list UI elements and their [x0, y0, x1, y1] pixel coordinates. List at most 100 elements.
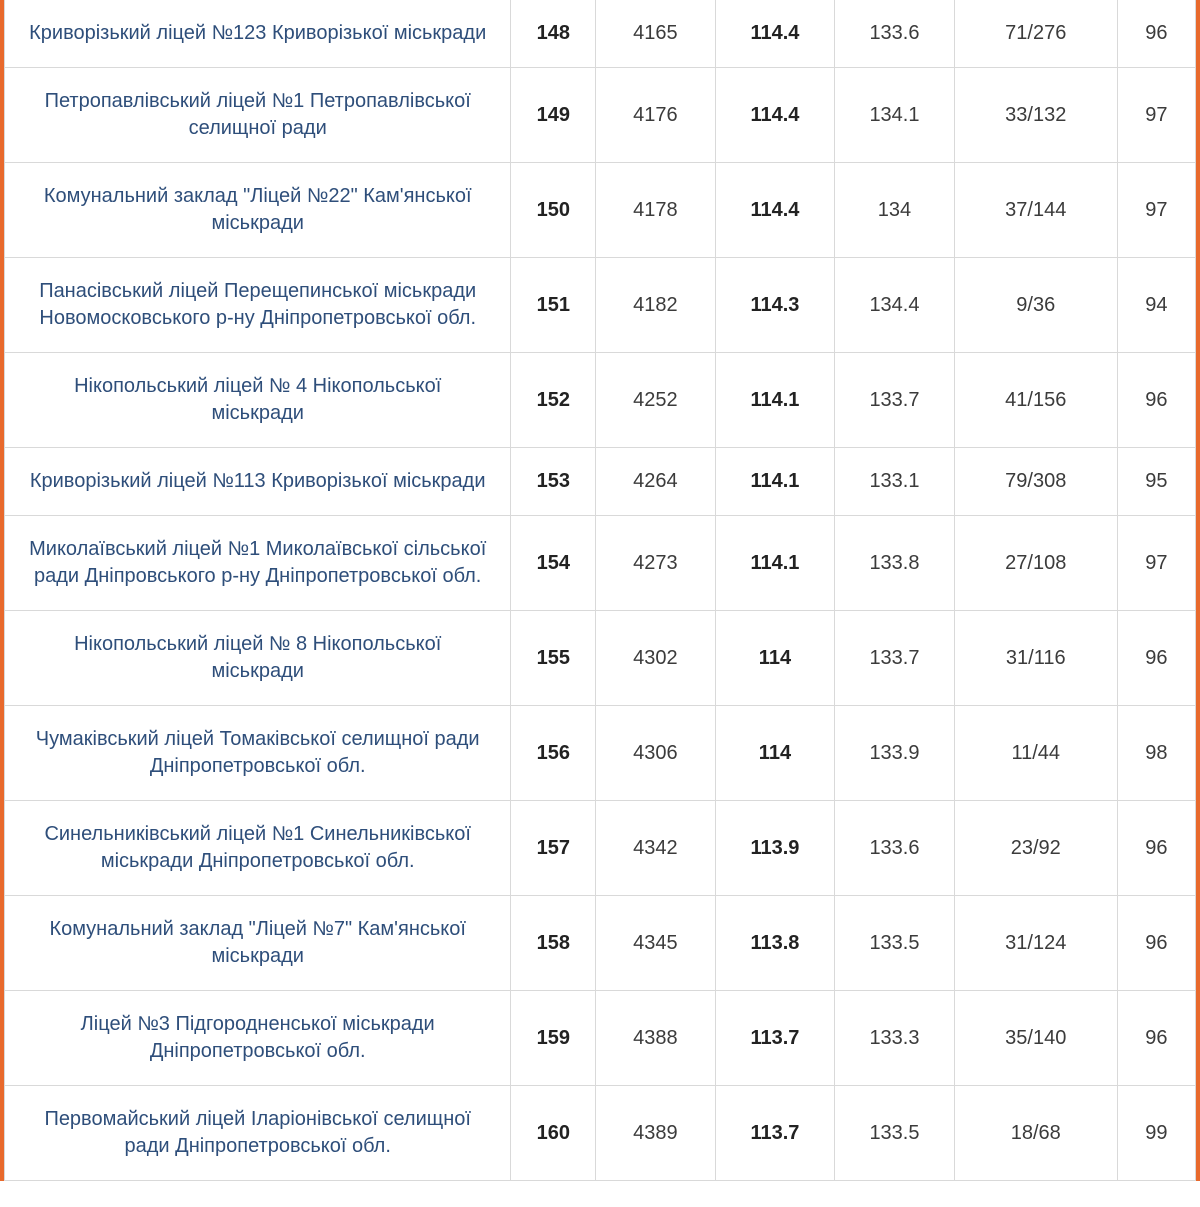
- value-cell-5: 133.7: [835, 611, 955, 706]
- value-cell-5: 133.3: [835, 991, 955, 1086]
- table-row: Миколаївський ліцей №1 Миколаївської сіл…: [5, 516, 1196, 611]
- score-cell: 114.1: [715, 353, 835, 448]
- ratio-cell: 41/156: [954, 353, 1117, 448]
- score-cell: 113.7: [715, 991, 835, 1086]
- school-name-cell: Комунальний заклад "Ліцей №7" Кам'янсько…: [5, 896, 511, 991]
- school-name-cell: Миколаївський ліцей №1 Миколаївської сіл…: [5, 516, 511, 611]
- ratio-cell: 35/140: [954, 991, 1117, 1086]
- table-row: Комунальний заклад "Ліцей №22" Кам'янськ…: [5, 163, 1196, 258]
- ratio-cell: 71/276: [954, 0, 1117, 68]
- school-name-cell: Криворізький ліцей №113 Криворізької міс…: [5, 448, 511, 516]
- value-cell-7: 99: [1117, 1086, 1195, 1181]
- ratio-cell: 11/44: [954, 706, 1117, 801]
- rank-cell: 152: [511, 353, 596, 448]
- rank-cell: 160: [511, 1086, 596, 1181]
- rank-cell: 158: [511, 896, 596, 991]
- ratio-cell: 9/36: [954, 258, 1117, 353]
- value-cell-5: 133.1: [835, 448, 955, 516]
- table-row: Панасівський ліцей Перещепинської міськр…: [5, 258, 1196, 353]
- school-name-cell: Комунальний заклад "Ліцей №22" Кам'янськ…: [5, 163, 511, 258]
- value-cell-7: 98: [1117, 706, 1195, 801]
- value-cell-7: 96: [1117, 611, 1195, 706]
- score-cell: 114.3: [715, 258, 835, 353]
- ratio-cell: 18/68: [954, 1086, 1117, 1181]
- value-cell-5: 133.5: [835, 896, 955, 991]
- score-cell: 113.8: [715, 896, 835, 991]
- score-cell: 113.9: [715, 801, 835, 896]
- rank-cell: 149: [511, 68, 596, 163]
- ratio-cell: 31/124: [954, 896, 1117, 991]
- school-name-cell: Нікопольський ліцей № 8 Нікопольської мі…: [5, 611, 511, 706]
- value-cell-7: 96: [1117, 896, 1195, 991]
- school-name-cell: Панасівський ліцей Перещепинської міськр…: [5, 258, 511, 353]
- rank-cell: 150: [511, 163, 596, 258]
- ranking-table-container: Криворізький ліцей №123 Криворізької міс…: [0, 0, 1200, 1181]
- rank-cell: 151: [511, 258, 596, 353]
- value-cell-5: 133.6: [835, 0, 955, 68]
- ratio-cell: 37/144: [954, 163, 1117, 258]
- school-name-cell: Нікопольський ліцей № 4 Нікопольської мі…: [5, 353, 511, 448]
- value-cell-3: 4345: [596, 896, 716, 991]
- ratio-cell: 23/92: [954, 801, 1117, 896]
- value-cell-7: 94: [1117, 258, 1195, 353]
- score-cell: 114.4: [715, 163, 835, 258]
- value-cell-3: 4252: [596, 353, 716, 448]
- value-cell-3: 4178: [596, 163, 716, 258]
- rank-cell: 154: [511, 516, 596, 611]
- school-name-cell: Чумаківський ліцей Томаківської селищної…: [5, 706, 511, 801]
- ratio-cell: 31/116: [954, 611, 1117, 706]
- value-cell-7: 96: [1117, 991, 1195, 1086]
- value-cell-3: 4273: [596, 516, 716, 611]
- score-cell: 113.7: [715, 1086, 835, 1181]
- score-cell: 114.4: [715, 0, 835, 68]
- value-cell-5: 134.1: [835, 68, 955, 163]
- value-cell-7: 96: [1117, 353, 1195, 448]
- ratio-cell: 27/108: [954, 516, 1117, 611]
- school-name-cell: Синельниківський ліцей №1 Синельниківськ…: [5, 801, 511, 896]
- table-row: Петропавлівський ліцей №1 Петропавлівськ…: [5, 68, 1196, 163]
- table-row: Ліцей №3 Підгородненської міськради Дніп…: [5, 991, 1196, 1086]
- value-cell-5: 134.4: [835, 258, 955, 353]
- value-cell-5: 133.9: [835, 706, 955, 801]
- value-cell-3: 4176: [596, 68, 716, 163]
- value-cell-3: 4388: [596, 991, 716, 1086]
- table-row: Синельниківський ліцей №1 Синельниківськ…: [5, 801, 1196, 896]
- score-cell: 114.4: [715, 68, 835, 163]
- value-cell-5: 133.6: [835, 801, 955, 896]
- table-row: Нікопольський ліцей № 8 Нікопольської мі…: [5, 611, 1196, 706]
- rank-cell: 155: [511, 611, 596, 706]
- rank-cell: 159: [511, 991, 596, 1086]
- school-name-cell: Первомайський ліцей Іларіонівської селищ…: [5, 1086, 511, 1181]
- value-cell-5: 133.5: [835, 1086, 955, 1181]
- rank-cell: 153: [511, 448, 596, 516]
- value-cell-7: 96: [1117, 0, 1195, 68]
- ratio-cell: 79/308: [954, 448, 1117, 516]
- table-row: Нікопольський ліцей № 4 Нікопольської мі…: [5, 353, 1196, 448]
- value-cell-3: 4306: [596, 706, 716, 801]
- school-name-cell: Петропавлівський ліцей №1 Петропавлівськ…: [5, 68, 511, 163]
- value-cell-5: 133.8: [835, 516, 955, 611]
- rank-cell: 148: [511, 0, 596, 68]
- value-cell-3: 4264: [596, 448, 716, 516]
- value-cell-3: 4342: [596, 801, 716, 896]
- table-row: Чумаківський ліцей Томаківської селищної…: [5, 706, 1196, 801]
- ratio-cell: 33/132: [954, 68, 1117, 163]
- value-cell-3: 4182: [596, 258, 716, 353]
- score-cell: 114.1: [715, 448, 835, 516]
- value-cell-3: 4302: [596, 611, 716, 706]
- value-cell-7: 96: [1117, 801, 1195, 896]
- table-row: Криворізький ліцей №113 Криворізької міс…: [5, 448, 1196, 516]
- table-row: Комунальний заклад "Ліцей №7" Кам'янсько…: [5, 896, 1196, 991]
- score-cell: 114: [715, 611, 835, 706]
- ranking-table: Криворізький ліцей №123 Криворізької міс…: [4, 0, 1196, 1181]
- value-cell-7: 97: [1117, 68, 1195, 163]
- school-name-cell: Ліцей №3 Підгородненської міськради Дніп…: [5, 991, 511, 1086]
- value-cell-3: 4165: [596, 0, 716, 68]
- value-cell-7: 97: [1117, 516, 1195, 611]
- value-cell-7: 95: [1117, 448, 1195, 516]
- rank-cell: 156: [511, 706, 596, 801]
- table-row: Криворізький ліцей №123 Криворізької міс…: [5, 0, 1196, 68]
- rank-cell: 157: [511, 801, 596, 896]
- value-cell-5: 133.7: [835, 353, 955, 448]
- value-cell-5: 134: [835, 163, 955, 258]
